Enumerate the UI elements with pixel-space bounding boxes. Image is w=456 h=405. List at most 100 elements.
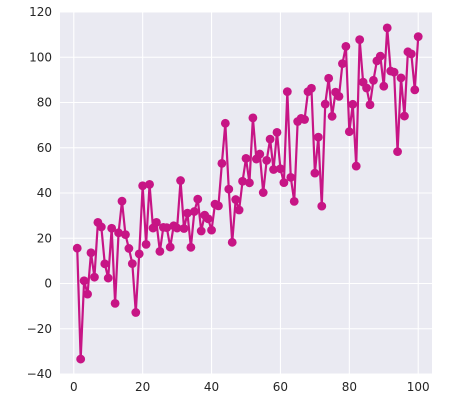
data-point <box>245 178 254 188</box>
data-point <box>127 259 137 268</box>
data-point <box>220 118 230 128</box>
data-point <box>217 158 227 168</box>
data-point <box>262 156 272 165</box>
data-point <box>72 243 82 253</box>
data-point <box>124 244 134 253</box>
data-point <box>379 81 389 91</box>
series-layer <box>76 26 420 361</box>
data-point <box>186 242 196 252</box>
data-point <box>375 51 385 61</box>
data-point <box>334 91 344 101</box>
data-point <box>131 308 141 317</box>
y-tick-label: −40 <box>27 367 52 381</box>
data-point <box>344 127 354 137</box>
data-point <box>193 194 203 204</box>
data-point <box>183 208 192 218</box>
data-point <box>248 113 258 123</box>
data-point <box>162 223 172 233</box>
data-point <box>179 224 189 233</box>
data-point <box>79 276 89 286</box>
data-point <box>145 180 154 189</box>
data-point <box>241 153 251 163</box>
data-point <box>107 223 117 233</box>
data-point <box>196 226 206 236</box>
y-tick-label: −20 <box>27 322 52 336</box>
data-point <box>320 99 330 109</box>
x-tick-label: 0 <box>70 380 78 394</box>
data-point <box>90 272 99 282</box>
data-point <box>214 201 223 211</box>
data-point <box>282 87 292 97</box>
data-point <box>83 289 92 299</box>
data-point <box>269 165 278 174</box>
data-point <box>327 111 337 121</box>
y-tick-label: 80 <box>37 96 52 110</box>
data-point <box>121 230 130 240</box>
x-axis-ticks: 0 20 40 60 80 100 <box>70 380 430 394</box>
data-point <box>189 207 199 216</box>
data-point <box>114 228 123 238</box>
data-point <box>355 35 365 44</box>
data-point <box>231 195 241 204</box>
data-point <box>165 242 175 252</box>
data-point <box>234 205 244 215</box>
data-point <box>255 149 265 159</box>
data-point <box>400 111 409 121</box>
data-point <box>76 354 86 364</box>
data-point <box>100 259 110 269</box>
data-point <box>307 83 316 93</box>
y-axis-ticks: −40 −20 0 20 40 60 80 100 120 <box>27 5 52 381</box>
data-point <box>286 172 296 182</box>
y-tick-label: 40 <box>37 186 52 200</box>
data-points <box>72 23 423 364</box>
data-point <box>406 49 416 59</box>
data-point <box>289 196 299 206</box>
x-tick-label: 60 <box>273 380 288 394</box>
x-tick-label: 100 <box>407 380 430 394</box>
x-tick-label: 20 <box>135 380 150 394</box>
data-point <box>152 218 161 227</box>
data-point <box>138 181 148 191</box>
data-point <box>382 23 392 33</box>
data-point <box>413 32 423 42</box>
data-point <box>224 184 234 194</box>
data-point <box>393 147 402 157</box>
data-point <box>172 223 182 233</box>
data-point <box>176 176 185 185</box>
data-point <box>276 164 285 174</box>
data-point <box>141 239 151 249</box>
data-point <box>365 100 375 110</box>
data-point <box>110 299 120 308</box>
data-point <box>207 225 216 235</box>
data-point <box>396 73 406 83</box>
data-point <box>279 178 289 187</box>
x-tick-label: 80 <box>342 380 357 394</box>
data-point <box>238 176 247 186</box>
data-point <box>300 115 309 124</box>
data-point <box>272 127 282 137</box>
data-point <box>258 188 268 197</box>
data-point <box>310 168 320 178</box>
data-point <box>155 246 165 256</box>
data-point <box>96 222 106 232</box>
series-line <box>76 26 420 361</box>
y-tick-label: 120 <box>29 5 52 19</box>
data-point <box>338 59 347 68</box>
data-point <box>103 273 113 283</box>
data-point <box>369 75 378 85</box>
data-point <box>348 99 358 109</box>
data-point <box>203 214 213 224</box>
data-point <box>134 249 144 259</box>
data-point <box>410 85 420 95</box>
data-point <box>317 201 327 211</box>
x-tick-label: 40 <box>204 380 219 394</box>
data-point <box>86 248 96 258</box>
data-point <box>362 83 371 93</box>
data-point <box>313 132 323 142</box>
data-point <box>265 134 275 144</box>
data-point <box>117 196 127 206</box>
data-point <box>227 237 237 247</box>
y-tick-label: 20 <box>37 231 52 245</box>
